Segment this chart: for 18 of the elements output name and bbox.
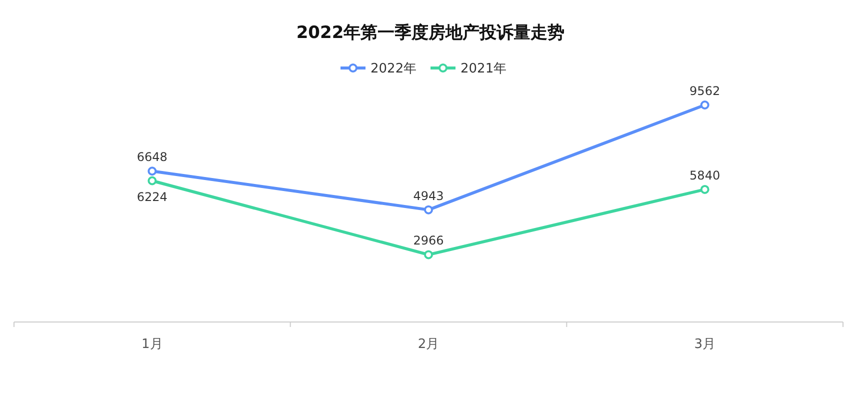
point — [700, 100, 710, 110]
data-label: 5840 — [690, 168, 720, 182]
point — [424, 250, 433, 260]
data-label: 2966 — [413, 234, 444, 248]
x-tick-label: 3月 — [694, 337, 716, 352]
x-tick-label: 2月 — [418, 337, 440, 352]
point — [148, 166, 157, 176]
data-label: 4943 — [413, 188, 444, 203]
legend-label: 2021年 — [460, 62, 507, 76]
legend-label: 2022年 — [370, 62, 417, 76]
chart-title: 2022年第一季度房地产投诉量走势 — [296, 23, 565, 43]
point — [700, 184, 710, 194]
x-tick-label: 1月 — [142, 337, 163, 352]
point — [148, 176, 157, 186]
data-label: 6224 — [136, 190, 168, 204]
data-label: 6648 — [136, 150, 168, 164]
data-label: 9562 — [690, 84, 720, 98]
point — [424, 205, 433, 214]
